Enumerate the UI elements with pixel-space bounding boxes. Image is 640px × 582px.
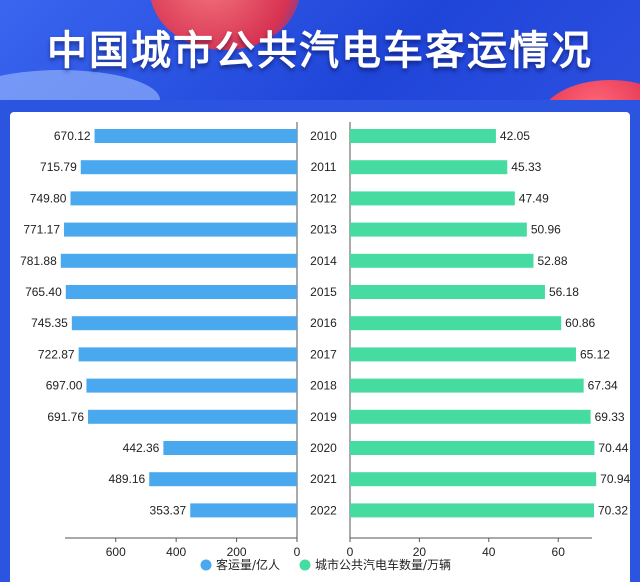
left-tick-label: 200 xyxy=(227,545,247,559)
right-bar xyxy=(350,409,591,424)
legend-marker xyxy=(299,559,311,571)
right-tick-label: 60 xyxy=(552,545,566,559)
left-bar-label: 771.17 xyxy=(23,223,60,237)
chart-panel: 670.12 2010 42.05 715.79 2011 45.33 749.80 2012… xyxy=(10,112,630,582)
year-label: 2010 xyxy=(310,129,337,143)
decorative-blob xyxy=(540,80,640,100)
right-bar xyxy=(350,378,584,393)
right-bar xyxy=(350,253,534,268)
right-bar xyxy=(350,316,562,331)
left-bar xyxy=(80,160,297,175)
year-label: 2018 xyxy=(310,379,337,393)
right-tick-label: 0 xyxy=(347,545,354,559)
right-bar xyxy=(350,160,508,175)
year-label: 2019 xyxy=(310,410,337,424)
left-bar xyxy=(71,316,297,331)
legend-label: 城市公共汽电车数量/万辆 xyxy=(315,557,451,572)
left-bar xyxy=(163,441,297,455)
left-bar xyxy=(88,409,297,424)
left-tick-label: 0 xyxy=(294,545,301,559)
right-bar-label: 45.33 xyxy=(511,160,541,174)
left-bar-label: 781.88 xyxy=(20,254,57,268)
left-bar-label: 697.00 xyxy=(46,379,83,393)
right-bar xyxy=(350,129,496,143)
right-bar-label: 67.34 xyxy=(588,379,618,393)
left-bar-label: 691.76 xyxy=(47,410,84,424)
right-bar xyxy=(350,191,515,206)
right-tick-label: 20 xyxy=(413,545,427,559)
right-bar-label: 60.86 xyxy=(565,316,595,330)
right-bar xyxy=(350,347,576,362)
year-label: 2022 xyxy=(310,503,337,517)
right-bar-label: 56.18 xyxy=(549,285,579,299)
year-label: 2014 xyxy=(310,254,337,268)
page-title: 中国城市公共汽电车客运情况 xyxy=(47,28,593,74)
year-label: 2012 xyxy=(310,191,337,205)
left-bar xyxy=(149,472,297,487)
year-label: 2016 xyxy=(310,316,337,330)
left-bar xyxy=(86,378,297,393)
left-bar xyxy=(65,285,297,299)
right-tick-label: 40 xyxy=(482,545,496,559)
left-bar xyxy=(64,222,297,237)
year-label: 2017 xyxy=(310,347,337,361)
year-label: 2021 xyxy=(310,472,337,486)
right-bar-label: 70.32 xyxy=(598,503,628,517)
left-bar-label: 489.16 xyxy=(109,472,146,486)
left-bar-label: 353.37 xyxy=(150,503,187,517)
legend-marker xyxy=(200,559,212,571)
left-bar xyxy=(70,191,298,206)
right-bar xyxy=(350,222,527,237)
right-bar xyxy=(350,472,597,487)
left-bar xyxy=(190,503,297,518)
year-label: 2011 xyxy=(311,160,337,174)
left-tick-label: 600 xyxy=(106,545,126,559)
left-bar-label: 765.40 xyxy=(25,285,62,299)
year-label: 2013 xyxy=(310,223,337,237)
left-bar-label: 745.35 xyxy=(31,316,68,330)
left-bar-label: 442.36 xyxy=(123,441,160,455)
right-bar-label: 70.94 xyxy=(600,472,630,486)
left-bar-label: 670.12 xyxy=(54,129,91,143)
right-bar-label: 47.49 xyxy=(519,191,549,205)
left-bar-label: 715.79 xyxy=(40,160,77,174)
right-bar-label: 70.44 xyxy=(598,441,628,455)
right-bar xyxy=(350,441,595,455)
year-label: 2015 xyxy=(310,285,337,299)
right-bar xyxy=(350,503,595,518)
left-bar xyxy=(94,129,297,143)
left-bar-label: 749.80 xyxy=(30,191,67,205)
right-bar-label: 42.05 xyxy=(500,129,530,143)
right-bar-label: 50.96 xyxy=(531,223,561,237)
left-bar xyxy=(60,253,297,268)
right-bar-label: 52.88 xyxy=(537,254,567,268)
right-bar xyxy=(350,285,545,299)
left-bar-label: 722.87 xyxy=(38,347,75,361)
left-bar xyxy=(78,347,297,362)
right-bar-label: 69.33 xyxy=(595,410,625,424)
year-label: 2020 xyxy=(310,441,337,455)
butterfly-bar-chart: 670.12 2010 42.05 715.79 2011 45.33 749.80 2012… xyxy=(20,122,630,572)
left-tick-label: 400 xyxy=(166,545,186,559)
right-bar-label: 65.12 xyxy=(580,347,610,361)
header-banner: 中国城市公共汽电车客运情况 xyxy=(0,0,640,100)
legend-label: 客运量/亿人 xyxy=(216,557,280,572)
